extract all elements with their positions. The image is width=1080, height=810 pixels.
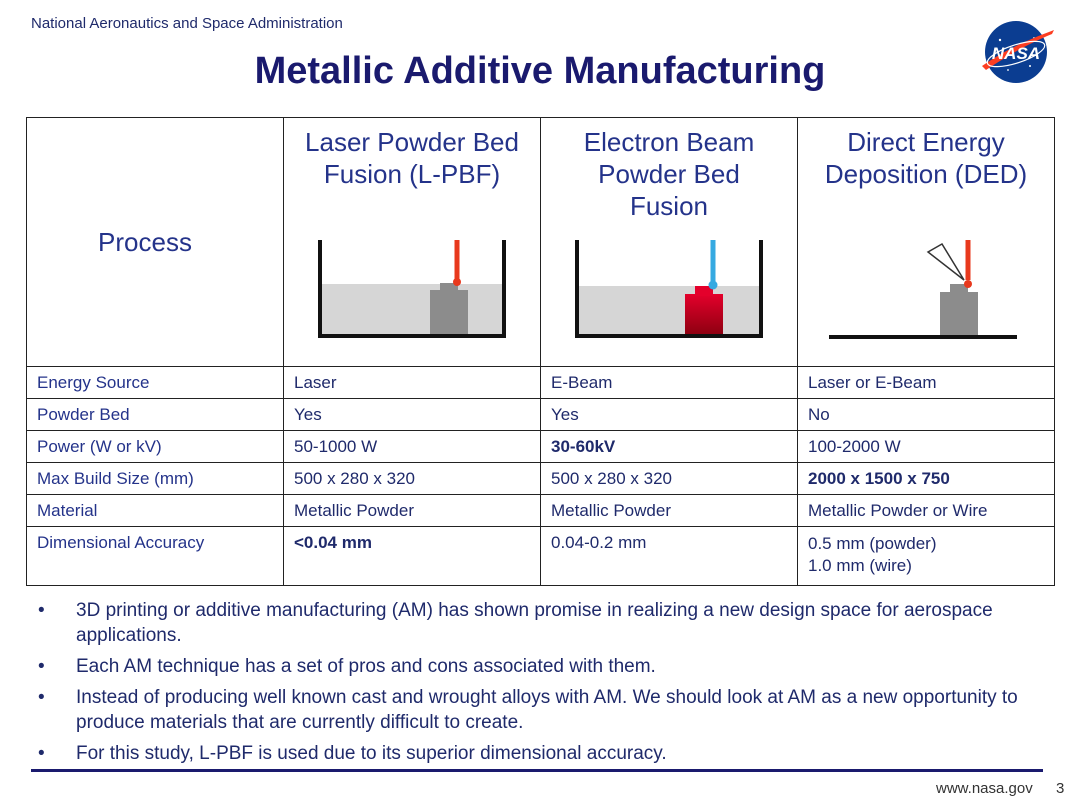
footer-url[interactable]: www.nasa.gov [936, 780, 1033, 797]
row-label: Powder Bed [26, 398, 284, 431]
column-title-ebpbf: Electron Beam Powder Bed Fusion [583, 127, 755, 221]
built-part [940, 292, 978, 336]
ded-diagram [829, 240, 1017, 339]
lpbf-diagram [318, 240, 506, 338]
column-title-ded: Direct Energy Deposition (DED) [824, 127, 1028, 189]
table-cell: E-Beam [540, 366, 798, 399]
slide-title: Metallic Additive Manufacturing [254, 50, 826, 92]
part-cap [695, 286, 713, 296]
table-cell: Laser [283, 366, 541, 399]
table-cell: 50-1000 W [283, 430, 541, 463]
bullet-text: Each AM technique has a set of pros and … [76, 656, 656, 677]
table-cell: 0.5 mm (powder) 1.0 mm (wire) [797, 526, 1055, 586]
row-label: Material [26, 494, 284, 527]
bed-container [318, 240, 506, 338]
part-cap [950, 284, 968, 293]
comparison-table: Process Laser Powder Bed Fusion (L-PBF) … [26, 117, 1055, 586]
table-row: Material Metallic Powder Metallic Powder… [26, 494, 1055, 527]
table-cell: 500 x 280 x 320 [540, 462, 798, 495]
row-label: Power (W or kV) [26, 430, 284, 463]
bullet-dot: • [38, 743, 45, 764]
bullet-text: Instead of producing well known cast and… [76, 687, 1018, 733]
table-row: Powder Bed Yes Yes No [26, 398, 1055, 431]
bullet-dot: • [38, 656, 45, 677]
nasa-logo: NASA [982, 21, 1054, 83]
process-label: Process [26, 117, 284, 367]
row-label: Max Build Size (mm) [26, 462, 284, 495]
table-row: Energy Source Laser E-Beam Laser or E-Be… [26, 366, 1055, 399]
bullet-dot: • [38, 687, 45, 708]
built-part [430, 290, 468, 336]
part-cap [440, 283, 458, 291]
page-number: 3 [1056, 780, 1065, 797]
table-row: Power (W or kV) 50-1000 W 30-60kV 100-20… [26, 430, 1055, 463]
column-title-lpbf: Laser Powder Bed Fusion (L-PBF) [305, 127, 519, 189]
melted-part [685, 294, 723, 336]
table-cell: <0.04 mm [283, 526, 541, 586]
bullet-item: • Instead of producing well known cast an… [38, 685, 1038, 735]
table-row: Dimensional Accuracy <0.04 mm 0.04-0.2 m… [26, 526, 1055, 586]
accuracy-wire: 1.0 mm (wire) [808, 556, 912, 575]
table-cell: Yes [540, 398, 798, 431]
bullet-dot: • [38, 600, 45, 621]
bullet-text: For this study, L-PBF is used due to its… [76, 743, 667, 764]
table-cell: 100-2000 W [797, 430, 1055, 463]
footer-rule [31, 769, 1043, 772]
powder-bed [320, 284, 504, 336]
beam-spot [708, 280, 718, 290]
table-cell: Laser or E-Beam [797, 366, 1055, 399]
melt-spot [964, 280, 972, 288]
table-cell: Yes [283, 398, 541, 431]
table-cell: Metallic Powder [283, 494, 541, 527]
powder-nozzle [926, 242, 965, 281]
nasa-logo-text: NASA [992, 44, 1040, 63]
bed-container [575, 240, 763, 338]
row-label: Energy Source [26, 366, 284, 399]
agency-name: National Aeronautics and Space Administr… [31, 15, 343, 32]
powder-bed [577, 286, 761, 336]
table-cell: 2000 x 1500 x 750 [797, 462, 1055, 495]
table-cell: Metallic Powder [540, 494, 798, 527]
table-cell: 500 x 280 x 320 [283, 462, 541, 495]
table-cell: 30-60kV [540, 430, 798, 463]
bullet-item: • Each AM technique has a set of pros and… [38, 654, 1038, 679]
bullet-list: • 3D printing or additive manufacturing (… [38, 598, 1038, 772]
bullet-text: 3D printing or additive manufacturing (A… [76, 600, 993, 646]
accuracy-powder: 0.5 mm (powder) [808, 534, 937, 553]
row-label: Dimensional Accuracy [26, 526, 284, 586]
ebpbf-diagram [575, 240, 763, 338]
melt-spot [453, 278, 461, 286]
column-header-ded: Direct Energy Deposition (DED) [797, 117, 1055, 367]
table-cell: 0.04-0.2 mm [540, 526, 798, 586]
table-row: Max Build Size (mm) 500 x 280 x 320 500 … [26, 462, 1055, 495]
table-cell: No [797, 398, 1055, 431]
bullet-item: • For this study, L-PBF is used due to it… [38, 741, 1038, 766]
bullet-item: • 3D printing or additive manufacturing (… [38, 598, 1038, 648]
table-cell: Metallic Powder or Wire [797, 494, 1055, 527]
